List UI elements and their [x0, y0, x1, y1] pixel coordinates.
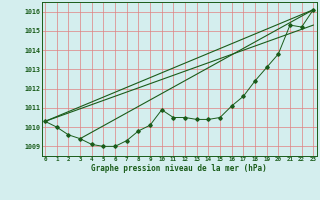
X-axis label: Graphe pression niveau de la mer (hPa): Graphe pression niveau de la mer (hPa) — [91, 164, 267, 173]
